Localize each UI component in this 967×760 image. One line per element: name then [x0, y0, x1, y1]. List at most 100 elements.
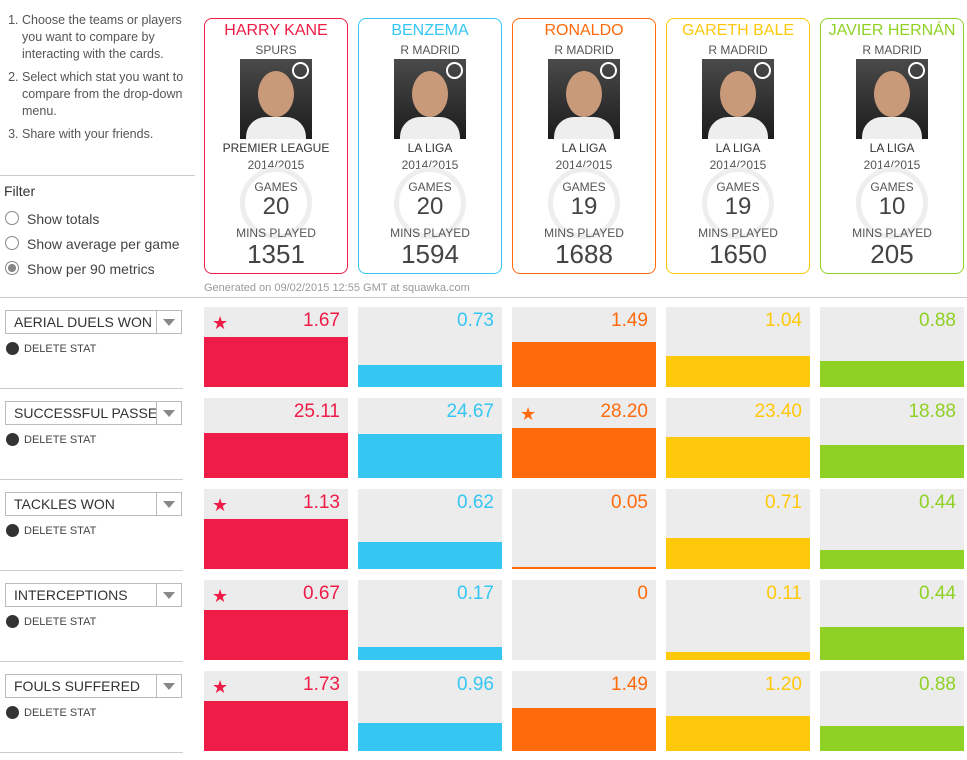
player-name: JAVIER HERNÁN	[828, 22, 956, 39]
player-card[interactable]: JAVIER HERNÁN R MADRID LA LIGA 2014/2015 GAM…	[820, 18, 964, 274]
stat-bar	[820, 627, 964, 660]
player-card[interactable]: BENZEMA R MADRID LA LIGA 2014/2015 GAMES 20 MI…	[358, 18, 502, 274]
caret-arrow	[163, 410, 175, 417]
stat-value: 24.67	[446, 401, 494, 422]
stat-bar	[820, 444, 964, 478]
games: 19	[724, 193, 752, 220]
swap-icon[interactable]	[292, 62, 309, 79]
player-card[interactable]: HARRY KANE SPURS PREMIER LEAGUE 2014/2015 GA…	[204, 18, 348, 274]
stat-cell: 0.17	[358, 580, 502, 660]
stat-cell: 0.11	[666, 580, 810, 660]
leader-star: ★	[212, 586, 229, 606]
mins: 1688	[555, 239, 613, 269]
stat-dropdown[interactable]: INTERCEPTIONS	[5, 583, 182, 607]
caret-arrow	[163, 683, 175, 690]
radio-label[interactable]: Show average per game	[27, 236, 180, 252]
stat-cell: 0.71	[666, 489, 810, 569]
stat-bar	[666, 436, 810, 478]
photo-face	[566, 71, 602, 117]
games-label: GAMES	[716, 180, 760, 194]
stat-bar	[820, 549, 964, 569]
games-label: GAMES	[408, 180, 452, 194]
stat-name: INTERCEPTIONS	[14, 587, 128, 603]
stat-value: 0.96	[457, 674, 494, 695]
ring	[548, 167, 620, 239]
stat-dropdown[interactable]: FOULS SUFFERED	[5, 674, 182, 698]
stat-value: 0.73	[457, 310, 494, 331]
swap-icon[interactable]	[600, 62, 617, 79]
mins-label: MINS PLAYED	[698, 226, 778, 240]
leader-star: ★	[212, 677, 229, 697]
stat-bar	[820, 725, 964, 751]
delete-label[interactable]: DELETE STAT	[24, 434, 97, 446]
photo-face	[720, 71, 756, 117]
radio-label[interactable]: Show totals	[27, 211, 100, 227]
stat-cell: 1.67 ★	[204, 307, 348, 387]
stat-bar	[204, 337, 348, 387]
stat-cell: 0.67 ★	[204, 580, 348, 660]
league: LA LIGA	[561, 141, 607, 155]
stat-value: 1.20	[765, 674, 802, 695]
stat-cell: 1.49	[512, 307, 656, 387]
stat-value: 0.62	[457, 492, 494, 513]
player-club: R MADRID	[862, 43, 922, 57]
divider	[0, 570, 183, 571]
games: 20	[416, 193, 444, 220]
ring	[394, 167, 466, 239]
stat-bar	[666, 716, 810, 751]
stat-name: AERIAL DUELS WON	[14, 314, 152, 330]
dropdown-caret[interactable]	[156, 584, 181, 606]
player-photo	[394, 59, 466, 139]
stat-cell: 1.49	[512, 671, 656, 751]
games-label: GAMES	[870, 180, 914, 194]
delete-icon[interactable]	[6, 615, 19, 628]
radio-button[interactable]	[5, 261, 19, 275]
stat-dropdown[interactable]: TACKLES WON	[5, 492, 182, 516]
delete-label[interactable]: DELETE STAT	[24, 707, 97, 719]
stat-cell: 18.88	[820, 398, 964, 478]
stat-bar	[358, 365, 502, 387]
delete-icon[interactable]	[6, 433, 19, 446]
divider	[0, 175, 195, 176]
stat-value: 23.40	[754, 401, 802, 422]
swap-icon[interactable]	[754, 62, 771, 79]
stat-dropdown[interactable]: AERIAL DUELS WON	[5, 310, 182, 334]
stat-cell: 24.67	[358, 398, 502, 478]
delete-icon[interactable]	[6, 342, 19, 355]
caret-arrow	[163, 319, 175, 326]
radio-button[interactable]	[5, 236, 19, 250]
stat-dropdown[interactable]: SUCCESSFUL PASSES	[5, 401, 182, 425]
delete-icon[interactable]	[6, 706, 19, 719]
games: 20	[262, 193, 290, 220]
player-name: GARETH BALE	[681, 22, 795, 39]
dropdown-caret[interactable]	[156, 311, 181, 333]
games-label: GAMES	[254, 180, 298, 194]
player-club: R MADRID	[400, 43, 460, 57]
divider	[0, 752, 183, 753]
stat-cell: 28.20 ★	[512, 398, 656, 478]
swap-icon[interactable]	[908, 62, 925, 79]
dropdown-caret[interactable]	[156, 675, 181, 697]
games: 19	[570, 193, 598, 220]
mins-label: MINS PLAYED	[544, 226, 624, 240]
stat-cell: 1.13 ★	[204, 489, 348, 569]
radio-button[interactable]	[5, 211, 19, 225]
radio-label[interactable]: Show per 90 metrics	[27, 261, 155, 277]
player-card[interactable]: RONALDO R MADRID LA LIGA 2014/2015 GAMES 19 MI…	[512, 18, 656, 274]
stat-cell: 25.11	[204, 398, 348, 478]
delete-label[interactable]: DELETE STAT	[24, 343, 97, 355]
league: LA LIGA	[869, 141, 915, 155]
mins-label: MINS PLAYED	[852, 226, 932, 240]
ring	[240, 167, 312, 239]
stat-value: 18.88	[908, 401, 956, 422]
dropdown-caret[interactable]	[156, 402, 181, 424]
stat-name: TACKLES WON	[14, 496, 115, 512]
delete-label[interactable]: DELETE STAT	[24, 525, 97, 537]
swap-icon[interactable]	[446, 62, 463, 79]
player-card[interactable]: GARETH BALE R MADRID LA LIGA 2014/2015 GAMES…	[666, 18, 810, 274]
dropdown-caret[interactable]	[156, 493, 181, 515]
stat-value: 0.44	[919, 492, 956, 513]
delete-label[interactable]: DELETE STAT	[24, 616, 97, 628]
delete-icon[interactable]	[6, 524, 19, 537]
